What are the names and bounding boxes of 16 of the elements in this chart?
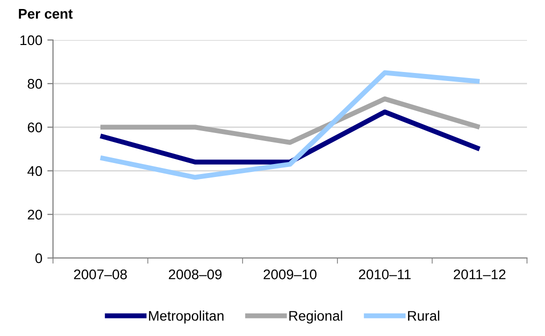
legend-label: Metropolitan — [149, 310, 224, 324]
y-tick-label: 20 — [28, 210, 42, 220]
legend-label: Regional — [289, 310, 342, 324]
y-tick-label: 80 — [28, 78, 42, 89]
x-tick-label: 2010–11 — [358, 269, 411, 280]
x-tick-label: 2007–08 — [74, 269, 127, 280]
x-tick-label: 2008–09 — [168, 269, 222, 280]
y-tick-label: 0 — [35, 253, 42, 264]
x-tick-label: 2011–12 — [454, 269, 506, 280]
y-tick-label: 100 — [20, 35, 42, 46]
y-tick-label: 40 — [27, 166, 42, 176]
x-tick-label: 2009–10 — [264, 269, 316, 280]
line-series — [98, 110, 482, 165]
y-axis-title: Per cent — [18, 9, 73, 19]
legend-label: Rural — [408, 310, 440, 321]
y-tick-label: 60 — [28, 122, 42, 132]
